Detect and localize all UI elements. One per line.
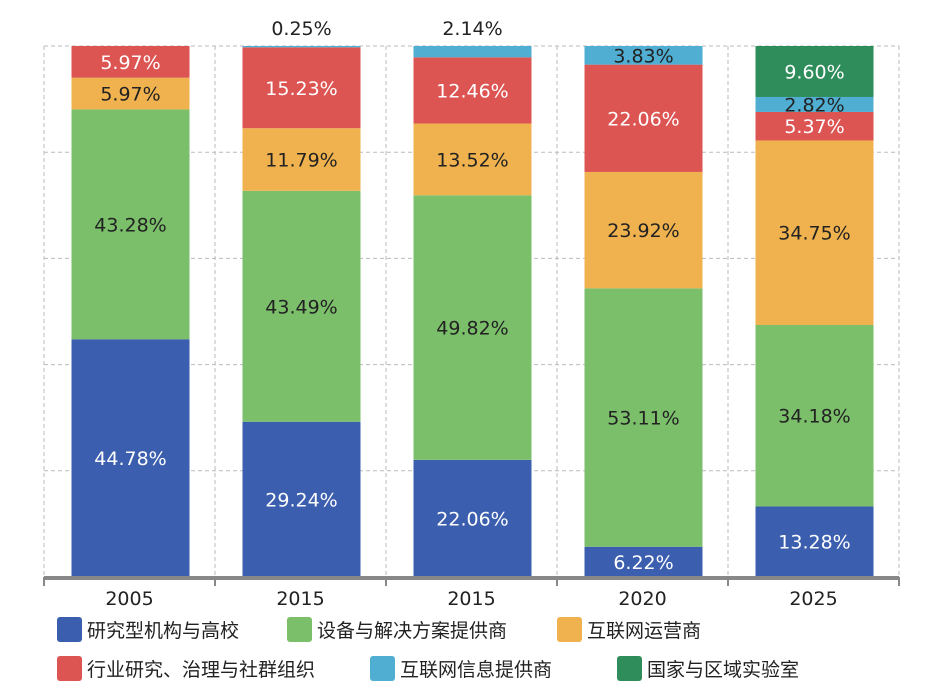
- bar-segment: [242, 190, 361, 422]
- bar-segment: [755, 96, 874, 112]
- bar-segment: [413, 57, 532, 124]
- legend-swatch: [57, 617, 82, 642]
- data-label: 5.97%: [100, 52, 160, 74]
- data-label: 6.22%: [613, 552, 673, 574]
- bar-segment: [71, 46, 190, 78]
- legend-swatch: [557, 617, 582, 642]
- bar-segment: [413, 195, 532, 460]
- bar-segment: [755, 506, 874, 577]
- bar-segment: [242, 128, 361, 191]
- data-label: 11.79%: [265, 150, 337, 172]
- x-tick-label: 2015: [447, 588, 495, 610]
- bar-segment: [755, 46, 874, 97]
- bar-segment: [413, 459, 532, 577]
- legend-swatch: [617, 656, 642, 681]
- bar-segment: [584, 171, 703, 289]
- legend-item-4: 互联网信息提供商: [370, 655, 552, 682]
- legend-label: 国家与区域实验室: [647, 659, 800, 681]
- data-label: 13.28%: [778, 532, 850, 554]
- legend-swatch: [287, 617, 312, 642]
- x-tick-label: 2015: [276, 588, 324, 610]
- x-tick-label: 2025: [789, 588, 837, 610]
- bar-segment: [242, 421, 361, 577]
- data-label: 53.11%: [607, 408, 679, 430]
- legend-item-5: 国家与区域实验室: [617, 655, 799, 682]
- data-label: 12.46%: [436, 80, 508, 102]
- data-label: 23.92%: [607, 220, 679, 242]
- legend-label: 行业研究、治理与社群组织: [87, 659, 316, 681]
- data-label: 2.14%: [442, 18, 502, 40]
- legend-swatch: [57, 656, 82, 681]
- bar-segment: [71, 77, 190, 110]
- bar-segment: [242, 46, 361, 48]
- data-label: 2.82%: [784, 94, 844, 116]
- data-label: 3.83%: [613, 45, 673, 67]
- data-label: 22.06%: [607, 108, 679, 130]
- data-label: 29.24%: [265, 489, 337, 511]
- bar-segment: [584, 288, 703, 547]
- bar-segment: [413, 123, 532, 196]
- data-label: 5.37%: [784, 116, 844, 138]
- data-label: 34.75%: [778, 223, 850, 245]
- data-label: 9.60%: [784, 61, 844, 83]
- data-label: 5.97%: [100, 84, 160, 106]
- bar-segment: [755, 140, 874, 325]
- bar-segment: [584, 546, 703, 577]
- bar-segment: [755, 324, 874, 507]
- legend-label: 互联网信息提供商: [400, 659, 553, 681]
- legend-item-2: 互联网运营商: [557, 616, 701, 643]
- data-label: 43.28%: [94, 214, 166, 236]
- bar-segment: [584, 46, 703, 65]
- legend-item-0: 研究型机构与高校: [57, 616, 239, 643]
- legend-item-1: 设备与解决方案提供商: [287, 616, 507, 643]
- data-label: 15.23%: [265, 78, 337, 100]
- data-label: 49.82%: [436, 318, 508, 340]
- legend-swatch: [370, 656, 395, 681]
- data-label: 13.52%: [436, 149, 508, 171]
- x-tick-label: 2020: [618, 588, 666, 610]
- legend-label: 互联网运营商: [587, 620, 702, 642]
- legend-label: 设备与解决方案提供商: [317, 620, 508, 642]
- data-label: 34.18%: [778, 406, 850, 428]
- data-label: 22.06%: [436, 508, 508, 530]
- bar-segment: [242, 47, 361, 129]
- data-label: 43.49%: [265, 296, 337, 318]
- bar-segment: [755, 111, 874, 141]
- x-tick-label: 2005: [105, 588, 153, 610]
- data-label: 44.78%: [94, 448, 166, 470]
- bar-segment: [71, 109, 190, 340]
- bar-segment: [71, 339, 190, 577]
- legend-label: 研究型机构与高校: [87, 620, 240, 642]
- legend-item-3: 行业研究、治理与社群组织: [57, 655, 315, 682]
- bar-segment: [413, 46, 532, 58]
- bar-segment: [584, 64, 703, 172]
- data-label: 0.25%: [271, 18, 331, 40]
